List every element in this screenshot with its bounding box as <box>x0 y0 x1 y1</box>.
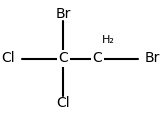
Text: Cl: Cl <box>56 96 70 110</box>
Text: Br: Br <box>56 7 71 21</box>
Text: C: C <box>58 51 68 66</box>
Text: H₂: H₂ <box>101 35 114 45</box>
Text: Br: Br <box>145 51 160 66</box>
Text: C: C <box>93 51 102 66</box>
Text: Cl: Cl <box>2 51 15 66</box>
